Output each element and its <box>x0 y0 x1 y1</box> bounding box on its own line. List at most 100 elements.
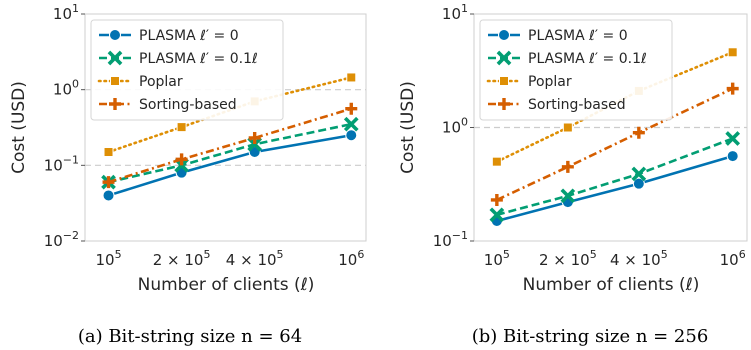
tick-exp: 5 <box>277 248 284 261</box>
legend-box <box>479 19 673 121</box>
tick-coef: 2 × <box>539 251 571 269</box>
data-point <box>490 193 503 206</box>
tick-exp: 5 <box>115 248 122 261</box>
legend-label: PLASMA ℓ′ = 0.1ℓ <box>528 51 647 67</box>
data-point <box>102 176 115 189</box>
series-line <box>108 107 352 184</box>
data-point <box>725 131 741 146</box>
series-line <box>496 137 734 217</box>
data-point <box>346 72 357 83</box>
x-tick-label: 105 <box>95 248 121 269</box>
tick-exp: −1 <box>452 229 468 242</box>
x-tick-label: 106 <box>720 248 746 269</box>
tick-base: 10 <box>184 251 203 269</box>
tick-base: 10 <box>642 251 661 269</box>
legend-label: PLASMA ℓ′ = 0.1ℓ <box>139 51 258 67</box>
data-point <box>560 188 576 204</box>
data-point <box>175 153 188 166</box>
legend-marker <box>499 76 509 86</box>
tick-exp: 6 <box>739 248 746 261</box>
tick-base: 10 <box>338 251 357 269</box>
y-axis-label: Cost (USD) <box>9 81 29 174</box>
subfigure-caption: (a) Bit-string size n = 64 <box>78 326 302 347</box>
legend-marker <box>109 29 121 41</box>
x-tick-label: 4 × 105 <box>610 248 668 269</box>
data-point <box>103 147 114 158</box>
series-line <box>495 50 734 163</box>
legend-label: PLASMA ℓ′ = 0 <box>139 28 239 44</box>
y-tick-label: 10−1 <box>433 229 468 250</box>
x-tick-label: 106 <box>338 248 364 269</box>
tick-exp: −2 <box>63 229 79 242</box>
data-point <box>726 82 739 95</box>
x-tick-label: 4 × 105 <box>226 248 284 269</box>
x-axis-label: Number of clients (ℓ) <box>138 275 315 295</box>
tick-base: 10 <box>442 119 461 137</box>
legend: PLASMA ℓ′ = 0 PLASMA ℓ′ = 0.1ℓ Poplar Sorti… <box>90 19 284 121</box>
data-point <box>343 116 359 132</box>
tick-base: 10 <box>53 81 72 99</box>
subfigure-caption: (b) Bit-string size n = 256 <box>472 326 709 347</box>
tick-exp: 5 <box>503 248 510 261</box>
tick-exp: 1 <box>72 2 79 15</box>
tick-base: 10 <box>257 251 276 269</box>
tick-exp: 1 <box>461 2 468 15</box>
series-2 <box>489 131 741 223</box>
data-point <box>248 131 261 144</box>
legend: PLASMA ℓ′ = 0 PLASMA ℓ′ = 0.1ℓ Poplar Sorti… <box>479 19 673 121</box>
legend-label: PLASMA ℓ′ = 0 <box>528 28 628 44</box>
tick-coef: 4 × <box>226 251 258 269</box>
data-point <box>491 156 502 167</box>
data-point <box>489 207 505 223</box>
data-point <box>631 166 647 182</box>
legend-item: PLASMA ℓ′ = 0 <box>488 28 628 44</box>
legend-marker <box>107 50 123 66</box>
tick-exp: 6 <box>357 248 364 261</box>
legend-item: Poplar <box>97 74 183 90</box>
series-line <box>496 87 734 202</box>
series-line <box>108 133 352 197</box>
tick-coef: 4 × <box>610 251 642 269</box>
y-tick-label: 100 <box>442 116 468 137</box>
tick-exp: 5 <box>661 248 668 261</box>
data-point <box>176 122 187 133</box>
legend-label: Sorting-based <box>528 97 626 113</box>
y-tick-label: 101 <box>53 2 79 23</box>
data-point <box>561 160 574 173</box>
data-point <box>632 177 645 190</box>
legend-marker <box>109 98 121 110</box>
tick-base: 10 <box>571 251 590 269</box>
series-4 <box>102 102 358 189</box>
legend-item: PLASMA ℓ′ = 0.1ℓ <box>488 50 647 67</box>
series-2 <box>101 116 359 190</box>
tick-base: 10 <box>720 251 739 269</box>
legend-marker <box>496 50 512 66</box>
legend-item: Sorting-based <box>488 97 626 113</box>
legend-marker <box>110 76 120 86</box>
tick-coef: 2 × <box>153 251 185 269</box>
x-tick-label: 2 × 105 <box>153 248 211 269</box>
data-point <box>345 129 358 142</box>
x-tick-label: 105 <box>484 248 510 269</box>
tick-exp: 0 <box>72 78 79 91</box>
x-tick-label: 2 × 105 <box>539 248 597 269</box>
legend-box <box>90 19 284 121</box>
legend-item: PLASMA ℓ′ = 0.1ℓ <box>99 50 258 67</box>
series-line <box>108 122 352 184</box>
data-point <box>102 189 115 202</box>
series-4 <box>490 82 739 206</box>
y-tick-label: 10−1 <box>44 153 79 174</box>
y-tick-label: 100 <box>53 78 79 99</box>
y-tick-label: 101 <box>442 2 468 23</box>
tick-base: 10 <box>95 251 114 269</box>
legend-label: Sorting-based <box>139 97 237 113</box>
data-point <box>726 150 739 163</box>
tick-exp: 0 <box>461 116 468 129</box>
legend-label: Poplar <box>528 74 572 90</box>
tick-exp: −1 <box>63 153 79 166</box>
data-point <box>727 47 738 58</box>
legend-item: Sorting-based <box>99 97 237 113</box>
